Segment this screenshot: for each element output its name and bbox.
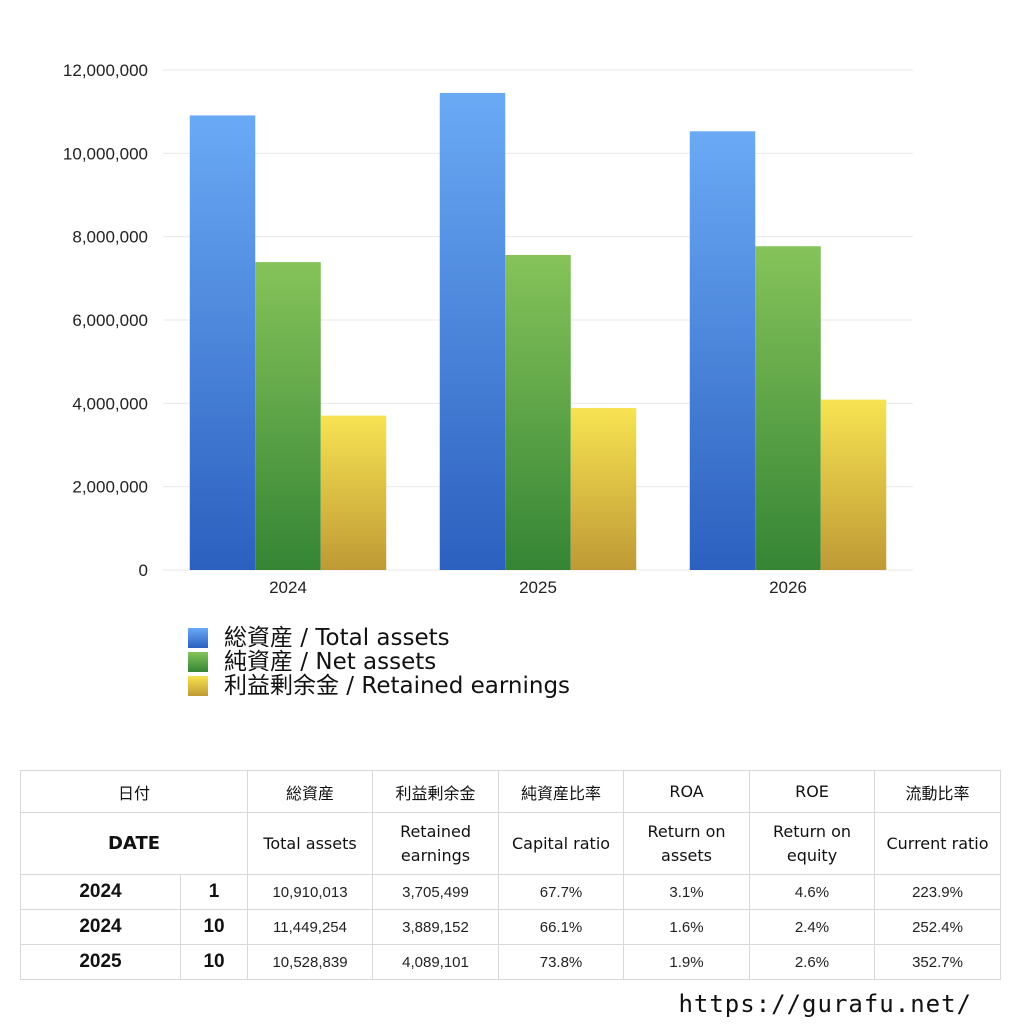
table-row: 2025 10 10,528,839 4,089,101 73.8% 1.9% …	[20, 944, 1002, 980]
header-row-japanese: 日付 総資産 利益剰余金 純資産比率 ROA ROE 流動比率	[19, 770, 1002, 813]
cell-total-assets: 11,449,254	[247, 909, 374, 945]
legend-label-retained-earnings: 利益剰余金 / Retained earnings	[224, 673, 571, 699]
y-tick-label: 0	[139, 561, 148, 580]
bar-retained-earnings-2026	[820, 399, 887, 570]
legend-label-net-assets: 純資産 / Net assets	[224, 649, 437, 675]
cell-roa: 1.6%	[623, 909, 751, 945]
header-row-english: DATE Total assets Retained earnings Capi…	[19, 812, 1002, 875]
cell-retained-earnings: 4,089,101	[372, 944, 500, 980]
cell-roe: 2.4%	[749, 909, 876, 945]
y-tick-label: 10,000,000	[63, 144, 148, 163]
cell-current-ratio: 352.7%	[874, 944, 1002, 980]
header-capital-ratio-en: Capital ratio	[498, 812, 625, 875]
x-tick-label: 2026	[769, 578, 807, 597]
legend-item-net-assets: 純資産 / Net assets	[188, 650, 570, 674]
y-axis-tick-labels: 0 2,000,000 4,000,000 6,000,000 8,000,000 10,…	[63, 61, 148, 580]
x-tick-label: 2024	[269, 578, 307, 597]
y-tick-label: 4,000,000	[72, 394, 148, 413]
cell-month: 1	[179, 874, 249, 910]
cell-month: 10	[179, 909, 249, 945]
x-tick-label: 2025	[519, 578, 557, 597]
site-url[interactable]: https://gurafu.net/	[678, 990, 972, 1018]
bar-total-assets-2026	[689, 131, 756, 570]
cell-current-ratio: 223.9%	[874, 874, 1002, 910]
header-total-assets-ja: 総資産	[247, 770, 374, 813]
legend-swatch-net-assets	[188, 652, 208, 672]
header-roe-ja: ROE	[749, 770, 876, 813]
bar-net-assets-2024	[255, 262, 321, 570]
cell-month: 10	[179, 944, 249, 980]
bar-total-assets-2025	[439, 92, 506, 570]
legend-item-total-assets: 総資産 / Total assets	[188, 626, 570, 650]
cell-total-assets: 10,528,839	[247, 944, 374, 980]
legend-swatch-retained-earnings	[188, 676, 208, 696]
header-date-ja: 日付	[19, 770, 249, 813]
cell-year: 2024	[20, 874, 181, 910]
bar-total-assets-2024	[189, 115, 256, 570]
cell-roa: 3.1%	[623, 874, 751, 910]
x-axis-tick-labels: 2024 2025 2026	[269, 578, 807, 597]
header-total-assets-en: Total assets	[247, 812, 374, 875]
cell-current-ratio: 252.4%	[874, 909, 1002, 945]
legend-swatch-total-assets	[188, 628, 208, 648]
financial-summary-table: 日付 総資産 利益剰余金 純資産比率 ROA ROE 流動比率 DATE Tot…	[19, 770, 1002, 980]
cell-roe: 4.6%	[749, 874, 876, 910]
financial-summary-table-wrap: 日付 総資産 利益剰余金 純資産比率 ROA ROE 流動比率 DATE Tot…	[19, 770, 1002, 980]
cell-capital-ratio: 73.8%	[498, 944, 625, 980]
y-tick-label: 2,000,000	[72, 478, 148, 497]
header-capital-ratio-ja: 純資産比率	[498, 770, 625, 813]
y-tick-label: 6,000,000	[72, 311, 148, 330]
y-tick-label: 8,000,000	[72, 228, 148, 247]
table-row: 2024 1 10,910,013 3,705,499 67.7% 3.1% 4…	[20, 874, 1002, 910]
bar-net-assets-2026	[755, 246, 821, 570]
legend-item-retained-earnings: 利益剰余金 / Retained earnings	[188, 674, 570, 698]
table-row: 2024 10 11,449,254 3,889,152 66.1% 1.6% …	[20, 909, 1002, 945]
cell-retained-earnings: 3,889,152	[372, 909, 500, 945]
cell-capital-ratio: 66.1%	[498, 909, 625, 945]
cell-capital-ratio: 67.7%	[498, 874, 625, 910]
cell-retained-earnings: 3,705,499	[372, 874, 500, 910]
legend-label-total-assets: 総資産 / Total assets	[224, 625, 450, 651]
cell-roa: 1.9%	[623, 944, 751, 980]
header-roe-en: Return on equity	[749, 812, 876, 875]
cell-roe: 2.6%	[749, 944, 876, 980]
header-roa-en: Return on assets	[623, 812, 751, 875]
header-roa-ja: ROA	[623, 770, 751, 813]
bars	[189, 92, 887, 570]
bar-retained-earnings-2025	[570, 407, 637, 570]
header-retained-earnings-en: Retained earnings	[372, 812, 500, 875]
cell-total-assets: 10,910,013	[247, 874, 374, 910]
bar-retained-earnings-2024	[320, 415, 387, 570]
header-date-en: DATE	[19, 812, 249, 875]
cell-year: 2024	[20, 909, 181, 945]
y-tick-label: 12,000,000	[63, 61, 148, 80]
header-retained-earnings-ja: 利益剰余金	[372, 770, 500, 813]
bar-chart: 0 2,000,000 4,000,000 6,000,000 8,000,000 10,…	[63, 61, 913, 597]
chart-legend: 総資産 / Total assets 純資産 / Net assets 利益剰余…	[188, 626, 570, 698]
cell-year: 2025	[20, 944, 181, 980]
header-current-ratio-ja: 流動比率	[874, 770, 1002, 813]
header-current-ratio-en: Current ratio	[874, 812, 1002, 875]
bar-net-assets-2025	[505, 255, 571, 570]
